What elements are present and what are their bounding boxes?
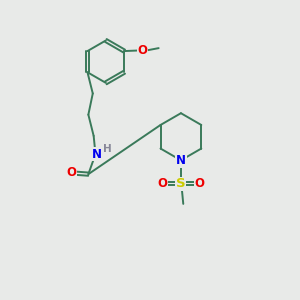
Text: H: H xyxy=(103,144,112,154)
Text: O: O xyxy=(67,166,76,178)
Text: N: N xyxy=(176,154,186,167)
Text: N: N xyxy=(92,148,102,160)
Text: O: O xyxy=(195,177,205,190)
Text: S: S xyxy=(176,177,186,190)
Text: O: O xyxy=(137,44,147,57)
Text: O: O xyxy=(157,177,167,190)
